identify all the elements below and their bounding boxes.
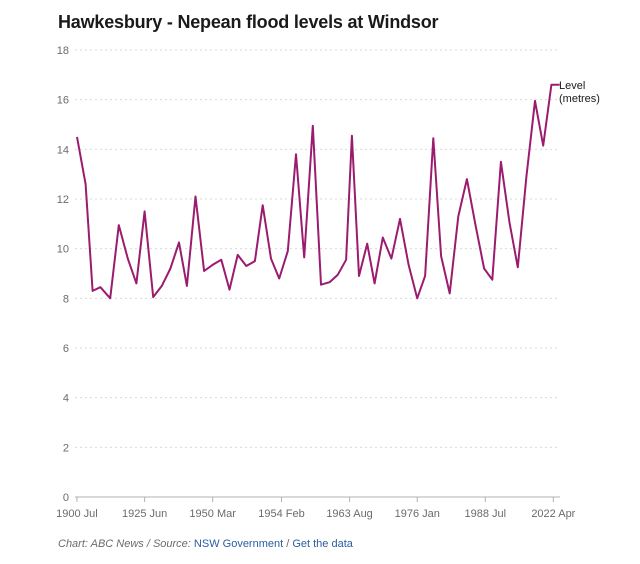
- data-point[interactable]: [301, 254, 307, 260]
- y-tick-label: 16: [57, 95, 69, 107]
- data-point[interactable]: [414, 295, 420, 301]
- data-point[interactable]: [540, 143, 546, 149]
- y-tick-label: 10: [57, 244, 69, 256]
- data-point[interactable]: [364, 241, 370, 247]
- y-tick-label: 18: [57, 45, 69, 57]
- series-line-level: [76, 83, 560, 300]
- data-point[interactable]: [515, 264, 521, 270]
- series-label: Level(metres): [559, 80, 600, 105]
- data-point[interactable]: [473, 222, 479, 228]
- y-tick-label: 8: [63, 293, 69, 305]
- data-point[interactable]: [498, 159, 504, 165]
- data-point[interactable]: [201, 268, 207, 274]
- data-point[interactable]: [397, 216, 403, 222]
- y-tick-label: 0: [63, 492, 69, 504]
- x-tick-label: 1988 Jul: [464, 508, 506, 520]
- x-tick-label: 1976 Jan: [395, 508, 440, 520]
- data-point[interactable]: [218, 257, 224, 263]
- data-point[interactable]: [116, 222, 122, 228]
- gridlines: [75, 49, 560, 448]
- data-point[interactable]: [125, 256, 131, 262]
- data-point[interactable]: [464, 176, 470, 182]
- x-tick-label: 1963 Aug: [326, 508, 373, 520]
- data-point[interactable]: [167, 266, 173, 272]
- data-point[interactable]: [422, 273, 428, 279]
- data-point[interactable]: [268, 256, 274, 262]
- data-point[interactable]: [523, 174, 529, 180]
- y-tick-label: 2: [63, 442, 69, 454]
- data-point[interactable]: [107, 295, 113, 301]
- data-point[interactable]: [159, 283, 165, 289]
- data-point[interactable]: [90, 288, 96, 294]
- data-point[interactable]: [97, 284, 103, 290]
- data-point[interactable]: [372, 280, 378, 286]
- x-tick-label: 1925 Jun: [122, 508, 167, 520]
- data-point[interactable]: [447, 290, 453, 296]
- x-tick-label: 1954 Feb: [258, 508, 304, 520]
- series-label-line: (metres): [559, 93, 600, 105]
- source-link[interactable]: NSW Government: [193, 538, 284, 550]
- data-point[interactable]: [380, 235, 386, 241]
- data-point[interactable]: [74, 134, 80, 140]
- data-point[interactable]: [388, 256, 394, 262]
- data-point[interactable]: [406, 262, 412, 268]
- data-point[interactable]: [176, 240, 182, 246]
- data-point[interactable]: [532, 98, 538, 104]
- data-point[interactable]: [327, 279, 333, 285]
- chart-credit: Chart: ABC News / Source:: [58, 538, 194, 550]
- get-data-link[interactable]: Get the data: [292, 538, 353, 550]
- data-point[interactable]: [489, 277, 495, 283]
- chart-footer: Chart: ABC News / Source: NSW Government…: [58, 538, 353, 550]
- data-point[interactable]: [276, 276, 282, 282]
- data-point[interactable]: [318, 282, 324, 288]
- data-point[interactable]: [235, 252, 241, 258]
- data-point[interactable]: [507, 220, 513, 226]
- data-point[interactable]: [150, 294, 156, 300]
- y-tick-label: 4: [63, 393, 69, 405]
- data-point[interactable]: [210, 262, 216, 268]
- data-point[interactable]: [142, 208, 148, 214]
- y-tick-label: 6: [63, 343, 69, 355]
- x-tick-label: 2022 Apr: [531, 508, 575, 520]
- data-point[interactable]: [310, 123, 316, 129]
- data-point[interactable]: [133, 280, 139, 286]
- data-point[interactable]: [193, 194, 199, 200]
- data-point[interactable]: [438, 253, 444, 259]
- x-tick-label: 1900 Jul: [56, 508, 98, 520]
- data-point[interactable]: [356, 273, 362, 279]
- footer-separator: /: [283, 538, 293, 550]
- x-tick-label: 1950 Mar: [189, 508, 236, 520]
- y-tick-label: 14: [57, 144, 69, 156]
- data-point[interactable]: [293, 151, 299, 157]
- data-point[interactable]: [430, 135, 436, 141]
- data-point[interactable]: [285, 248, 291, 254]
- y-tick-label: 12: [57, 194, 69, 206]
- data-point[interactable]: [335, 272, 341, 278]
- data-point[interactable]: [252, 258, 258, 264]
- chart-title: Hawkesbury - Nepean flood levels at Wind…: [58, 12, 439, 32]
- x-axis: 1900 Jul 1925 Jun 1950 Mar 1954 Feb 1963 Aug…: [56, 496, 576, 520]
- data-point[interactable]: [227, 287, 233, 293]
- data-point[interactable]: [548, 82, 554, 88]
- data-point[interactable]: [260, 202, 266, 208]
- data-point[interactable]: [184, 283, 190, 289]
- data-point[interactable]: [455, 213, 461, 219]
- y-axis-ticks: 0 2 4 6 8 10 12 14 16 18: [57, 45, 69, 504]
- series-points: [74, 82, 563, 301]
- data-point[interactable]: [349, 133, 355, 139]
- data-point[interactable]: [243, 263, 249, 269]
- data-point[interactable]: [343, 257, 349, 263]
- data-point[interactable]: [481, 266, 487, 272]
- data-point[interactable]: [83, 181, 89, 187]
- series-label-line: Level: [559, 80, 585, 92]
